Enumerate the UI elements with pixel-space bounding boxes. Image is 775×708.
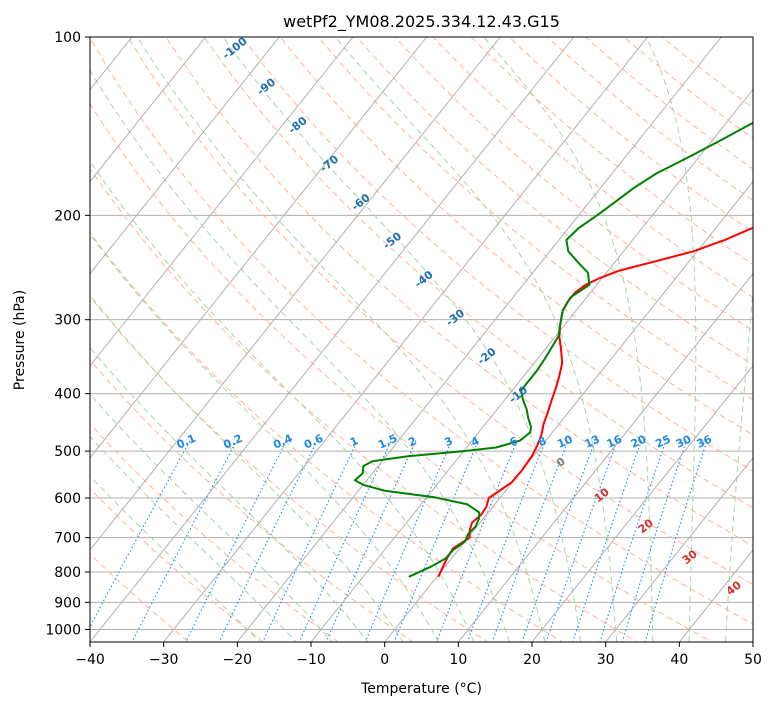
moist-adiabat <box>335 37 618 642</box>
moist-adiabat <box>90 347 369 642</box>
x-tick-label: 40 <box>670 652 688 668</box>
mixing-ratio-line-1.5 <box>298 440 392 642</box>
mixing-ratio-label: 20 <box>629 433 649 451</box>
y-tick-label: 500 <box>54 444 81 460</box>
mixing-ratio-label: 13 <box>583 433 602 451</box>
profile-lines <box>353 121 753 578</box>
dry-adiabat <box>203 37 753 509</box>
moist-adiabat <box>90 475 261 642</box>
dry-adiabat <box>90 231 564 642</box>
dry-adiabat <box>90 423 340 642</box>
isotherm--80 <box>90 37 280 275</box>
dry-adiabat <box>356 37 753 366</box>
dry-adiabat <box>90 103 713 642</box>
x-tick-label: −40 <box>75 652 105 668</box>
dry-adiabat <box>394 37 753 332</box>
mixing-ratio-line-1 <box>262 440 359 642</box>
x-tick-label: 50 <box>744 652 762 668</box>
y-tick-label: 100 <box>54 30 81 46</box>
x-tick-label: 0 <box>380 652 389 668</box>
y-tick-label: 900 <box>54 595 81 611</box>
x-tick-label: −20 <box>223 652 253 668</box>
mixing-ratio-line-13 <box>521 440 596 642</box>
moist-adiabat <box>90 233 439 642</box>
dry-adiabat <box>241 37 753 472</box>
y-tick-label: 400 <box>54 387 81 403</box>
y-tick-label: 1000 <box>45 622 81 638</box>
isotherm--30 <box>163 37 649 642</box>
dry-adiabat <box>90 553 190 642</box>
x-tick-label: 20 <box>523 652 541 668</box>
moist-adiabat <box>645 37 697 642</box>
dewpoint-trace <box>353 121 753 578</box>
dry-adiabat <box>127 37 753 586</box>
isotherm--90 <box>90 37 207 183</box>
mixing-ratio-label: 16 <box>605 433 625 451</box>
y-axis-label: Pressure (hPa) <box>12 290 28 390</box>
isotherm--70 <box>90 37 354 367</box>
moist-adiabat <box>90 294 404 642</box>
mixing-ratio-line-0.2 <box>131 440 238 642</box>
isotherm--60 <box>90 37 428 459</box>
isotherm--50 <box>90 37 501 551</box>
moist-adiabat <box>725 284 753 642</box>
mixing-ratio-line-2 <box>325 440 417 642</box>
dry-adiabat <box>165 37 753 547</box>
isotherm--10 <box>310 88 753 642</box>
moist-adiabat <box>222 37 582 642</box>
isotherm-20 <box>531 364 753 642</box>
plot-frame <box>89 36 754 643</box>
mixing-ratio-line-36 <box>644 440 708 642</box>
axis-ticks: −40 −30 −20 −10 0 10 20 30 40 50 100 200 300 400 500 60… <box>45 30 762 668</box>
x-tick-label: 30 <box>597 652 615 668</box>
mixing-ratio-line-0.4 <box>185 440 287 642</box>
moist-adiabat <box>90 160 475 642</box>
mixing-ratio-label: 36 <box>695 433 715 451</box>
background-lines <box>90 37 753 642</box>
y-tick-label: 700 <box>54 531 81 547</box>
moist-adiabat <box>90 435 297 642</box>
y-tick-label: 600 <box>54 491 81 507</box>
dry-adiabat <box>90 167 639 642</box>
mixing-ratio-line-30 <box>621 440 687 642</box>
isotherm--20 <box>236 37 722 642</box>
mixing-ratio-line-0.1 <box>90 440 191 628</box>
mixing-ratio-label: 30 <box>674 433 694 451</box>
isotherm-30 <box>605 457 753 642</box>
mixing-ratio-label: 25 <box>653 433 672 451</box>
x-tick-label: −30 <box>149 652 179 668</box>
isotherm--40 <box>90 37 575 642</box>
x-tick-label: −10 <box>296 652 326 668</box>
dry-adiabat <box>90 359 414 642</box>
y-tick-label: 800 <box>54 565 81 581</box>
chart-title: wetPf2_YM08.2025.334.12.43.G15 <box>283 12 560 32</box>
moist-adiabat <box>136 37 546 642</box>
mixing-ratio-label: 10 <box>555 433 575 451</box>
mixing-ratio-line-16 <box>545 440 618 642</box>
x-tick-label: 10 <box>449 652 467 668</box>
mixing-ratio-line-25 <box>599 440 667 642</box>
y-tick-label: 200 <box>54 208 81 224</box>
isotherm-10 <box>457 272 753 642</box>
x-axis-label: Temperature (°C) <box>360 681 482 697</box>
moist-adiabat <box>90 69 510 642</box>
mixing-ratio-line-0.6 <box>218 440 318 642</box>
mixing-ratio-line-4 <box>393 440 479 642</box>
mixing-ratio-line-20 <box>572 440 643 642</box>
y-tick-label: 300 <box>54 313 81 329</box>
mixing-ratio-line-3 <box>364 440 453 642</box>
